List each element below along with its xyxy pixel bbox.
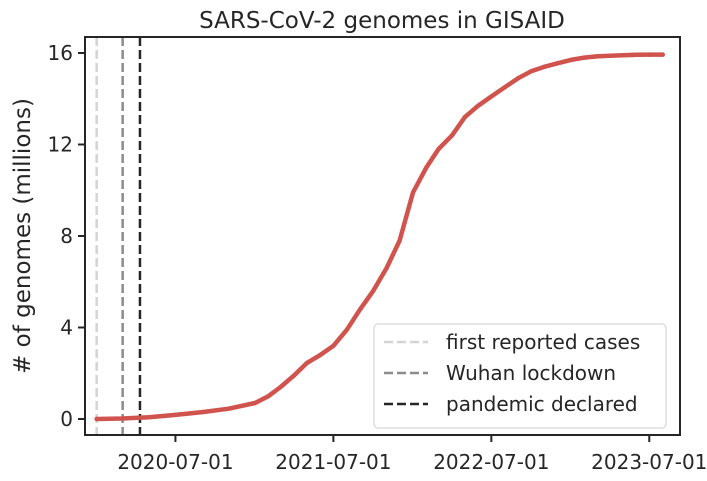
x-tick-label: 2023-07-01 xyxy=(591,450,707,474)
y-tick-label: 8 xyxy=(60,224,73,248)
data-point xyxy=(94,416,99,422)
data-point xyxy=(620,53,626,58)
vline-layer xyxy=(95,37,142,435)
data-point xyxy=(568,57,574,63)
data-point xyxy=(502,85,507,90)
data-point xyxy=(489,94,494,99)
series-layer xyxy=(94,52,665,422)
data-point xyxy=(358,306,363,312)
plot-frame xyxy=(84,36,681,436)
y-tick-label: 16 xyxy=(48,41,73,65)
data-point xyxy=(252,400,258,406)
data-point xyxy=(462,114,468,120)
data-point xyxy=(594,54,599,59)
data-point xyxy=(436,146,441,152)
data-point xyxy=(200,409,205,415)
data-point xyxy=(424,165,429,170)
y-tick-label: 0 xyxy=(60,407,73,431)
data-point xyxy=(660,52,665,57)
ticks-layer: 2020-07-01 2021-07-01 2022-07-01 2023-07-01… xyxy=(48,41,707,474)
data-point xyxy=(291,373,297,378)
data-point xyxy=(173,412,178,418)
x-tick-label: 2020-07-01 xyxy=(117,450,233,474)
data-point xyxy=(120,416,125,421)
data-point xyxy=(647,52,652,57)
legend-label: pandemic declared xyxy=(446,392,638,416)
y-tick-label: 12 xyxy=(48,133,73,157)
legend: first reported cases Wuhan lockdown pandem… xyxy=(373,323,667,429)
data-point xyxy=(515,75,521,81)
data-point xyxy=(304,360,310,366)
data-point xyxy=(370,288,376,294)
data-point xyxy=(634,52,639,58)
data-point xyxy=(146,414,152,420)
legend-box xyxy=(373,323,667,429)
data-point xyxy=(226,406,231,411)
data-point xyxy=(397,238,402,243)
data-point xyxy=(582,55,587,60)
y-tick-label: 4 xyxy=(60,315,73,339)
series-line xyxy=(94,52,665,422)
data-point xyxy=(266,393,271,399)
data-point xyxy=(476,103,481,108)
data-point xyxy=(278,384,283,390)
y-axis-label: # of genomes (millions) xyxy=(10,98,36,374)
data-point xyxy=(542,64,547,69)
data-point xyxy=(528,69,534,74)
data-point xyxy=(449,133,455,138)
data-point xyxy=(410,190,416,195)
data-point xyxy=(331,343,336,348)
data-point xyxy=(344,327,349,332)
data-point xyxy=(607,53,613,58)
chart-title: SARS-CoV-2 genomes in GISAID xyxy=(199,8,565,34)
data-point xyxy=(318,352,323,358)
x-tick-label: 2021-07-01 xyxy=(275,450,391,474)
data-point xyxy=(384,265,389,271)
legend-label: Wuhan lockdown xyxy=(446,361,616,385)
data-point xyxy=(555,61,560,66)
legend-label: first reported cases xyxy=(446,330,640,354)
x-tick-label: 2022-07-01 xyxy=(433,450,549,474)
